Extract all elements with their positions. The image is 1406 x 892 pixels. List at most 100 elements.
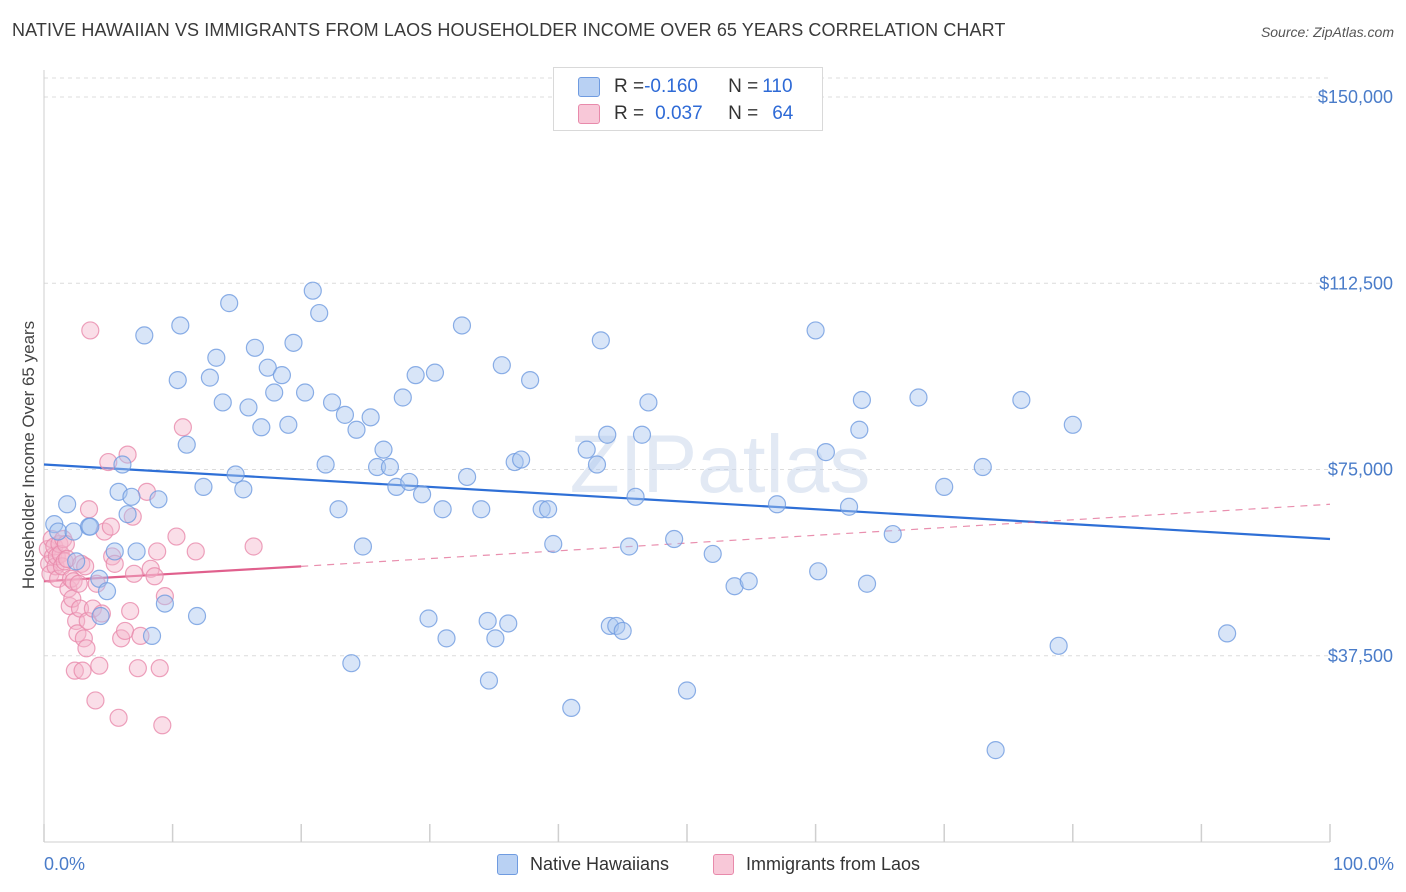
data-point-immigrants-from-laos — [155, 587, 174, 606]
bottom-legend-swatch-blue — [497, 853, 518, 875]
data-point-native-hawaiians — [135, 326, 154, 345]
data-point-immigrants-from-laos — [105, 554, 124, 573]
legend-n-label: N = — [728, 103, 759, 124]
data-point-native-hawaiians — [67, 552, 86, 571]
legend-r-label: R = — [614, 103, 645, 124]
data-point-native-hawaiians — [852, 390, 871, 410]
data-point-native-hawaiians — [380, 457, 400, 477]
data-point-native-hawaiians — [258, 358, 277, 377]
data-point-native-hawaiians — [577, 440, 596, 459]
data-point-native-hawaiians — [703, 544, 722, 564]
data-point-native-hawaiians — [322, 393, 342, 412]
data-point-immigrants-from-laos — [99, 452, 118, 472]
y-tick-label: $75,000 — [1328, 460, 1393, 480]
data-point-native-hawaiians — [1049, 636, 1068, 655]
data-point-native-hawaiians — [284, 333, 303, 352]
y-tick-label: $150,000 — [1318, 87, 1393, 107]
data-point-native-hawaiians — [479, 671, 499, 690]
data-point-native-hawaiians — [213, 393, 232, 412]
data-point-native-hawaiians — [521, 371, 540, 390]
data-point-native-hawaiians — [406, 366, 425, 385]
data-point-native-hawaiians — [335, 405, 355, 424]
data-point-native-hawaiians — [58, 495, 77, 514]
data-point-native-hawaiians — [425, 363, 445, 382]
data-point-native-hawaiians — [279, 415, 298, 434]
data-point-native-hawaiians — [367, 457, 387, 477]
data-point-native-hawaiians — [226, 465, 245, 484]
bottom-legend-label: Native Hawaiians — [530, 853, 670, 874]
data-point-immigrants-from-laos — [121, 601, 140, 621]
data-point-native-hawaiians — [177, 435, 196, 454]
legend-n-value: 110 — [762, 76, 793, 97]
data-point-immigrants-from-laos — [145, 567, 164, 586]
data-point-immigrants-from-laos — [153, 716, 172, 735]
data-point-native-hawaiians — [632, 425, 652, 444]
data-point-native-hawaiians — [739, 572, 758, 591]
data-point-native-hawaiians — [909, 388, 928, 407]
data-point-native-hawaiians — [220, 294, 239, 313]
data-point-native-hawaiians — [265, 383, 284, 402]
data-point-native-hawaiians — [49, 522, 68, 541]
x-tick-label-max: 100.0% — [1333, 854, 1394, 874]
data-point-native-hawaiians — [155, 594, 174, 613]
data-point-native-hawaiians — [1063, 415, 1082, 434]
data-point-native-hawaiians — [539, 500, 558, 519]
data-point-native-hawaiians — [252, 418, 271, 437]
data-point-native-hawaiians — [393, 388, 412, 407]
data-point-native-hawaiians — [532, 500, 551, 519]
data-point-native-hawaiians — [105, 542, 124, 561]
data-point-native-hawaiians — [239, 398, 258, 417]
bottom-legend-label: Immigrants from Laos — [746, 853, 921, 874]
data-point-native-hawaiians — [310, 303, 329, 323]
data-point-immigrants-from-laos — [103, 547, 122, 566]
legend-r-value: 0.037 — [655, 103, 703, 124]
data-point-native-hawaiians — [452, 316, 472, 335]
data-point-native-hawaiians — [127, 542, 146, 561]
y-tick-label: $37,500 — [1328, 646, 1393, 666]
data-point-native-hawaiians — [361, 408, 380, 427]
data-point-native-hawaiians — [113, 455, 132, 474]
data-point-immigrants-from-laos — [76, 557, 95, 576]
data-point-native-hawaiians — [587, 455, 607, 474]
trend-line-immigrants-from-laos-extended — [301, 503, 1331, 567]
data-point-native-hawaiians — [316, 455, 335, 474]
data-point-native-hawaiians — [725, 577, 744, 596]
chart-title: NATIVE HAWAIIAN VS IMMIGRANTS FROM LAOS … — [12, 20, 1006, 40]
legend-swatch-blue — [578, 77, 600, 97]
data-point-native-hawaiians — [374, 440, 393, 459]
data-point-native-hawaiians — [272, 366, 292, 385]
bottom-legend-swatch-pink — [713, 853, 734, 875]
legend-n-label: N = — [728, 76, 759, 97]
data-point-native-hawaiians — [620, 537, 639, 556]
legend-row-immigrants-from-laos: R = 0.037 N = 64 — [578, 102, 793, 126]
data-point-native-hawaiians — [1012, 390, 1031, 410]
data-point-immigrants-from-laos — [244, 537, 263, 556]
data-point-native-hawaiians — [64, 522, 83, 541]
watermark: ZIPatlas — [570, 419, 871, 510]
data-point-native-hawaiians — [81, 517, 100, 536]
data-point-native-hawaiians — [142, 626, 162, 645]
data-point-native-hawaiians — [512, 450, 531, 469]
data-point-immigrants-from-laos — [150, 659, 169, 678]
data-point-native-hawaiians — [419, 609, 438, 628]
data-point-native-hawaiians — [883, 524, 902, 544]
data-point-immigrants-from-laos — [186, 542, 205, 561]
data-point-native-hawaiians — [245, 338, 265, 357]
data-point-native-hawaiians — [149, 490, 168, 509]
data-point-immigrants-from-laos — [173, 418, 192, 437]
data-point-native-hawaiians — [486, 629, 505, 648]
data-point-immigrants-from-laos — [79, 500, 99, 519]
data-point-native-hawaiians — [665, 529, 684, 549]
legend-r-value: -0.160 — [644, 76, 698, 97]
source-credit: Source: ZipAtlas.com — [1260, 24, 1394, 40]
correlation-legend: R = -0.160 N = 110 R = 0.037 N = 64 — [553, 67, 823, 131]
legend-r-label: R = — [614, 76, 645, 97]
data-point-immigrants-from-laos — [109, 708, 128, 727]
data-point-immigrants-from-laos — [65, 661, 84, 680]
data-point-native-hawaiians — [187, 606, 207, 626]
data-point-native-hawaiians — [457, 467, 477, 487]
data-point-native-hawaiians — [342, 654, 361, 673]
y-axis-label: Householder Income Over 65 years — [19, 321, 38, 589]
data-point-native-hawaiians — [437, 629, 456, 648]
